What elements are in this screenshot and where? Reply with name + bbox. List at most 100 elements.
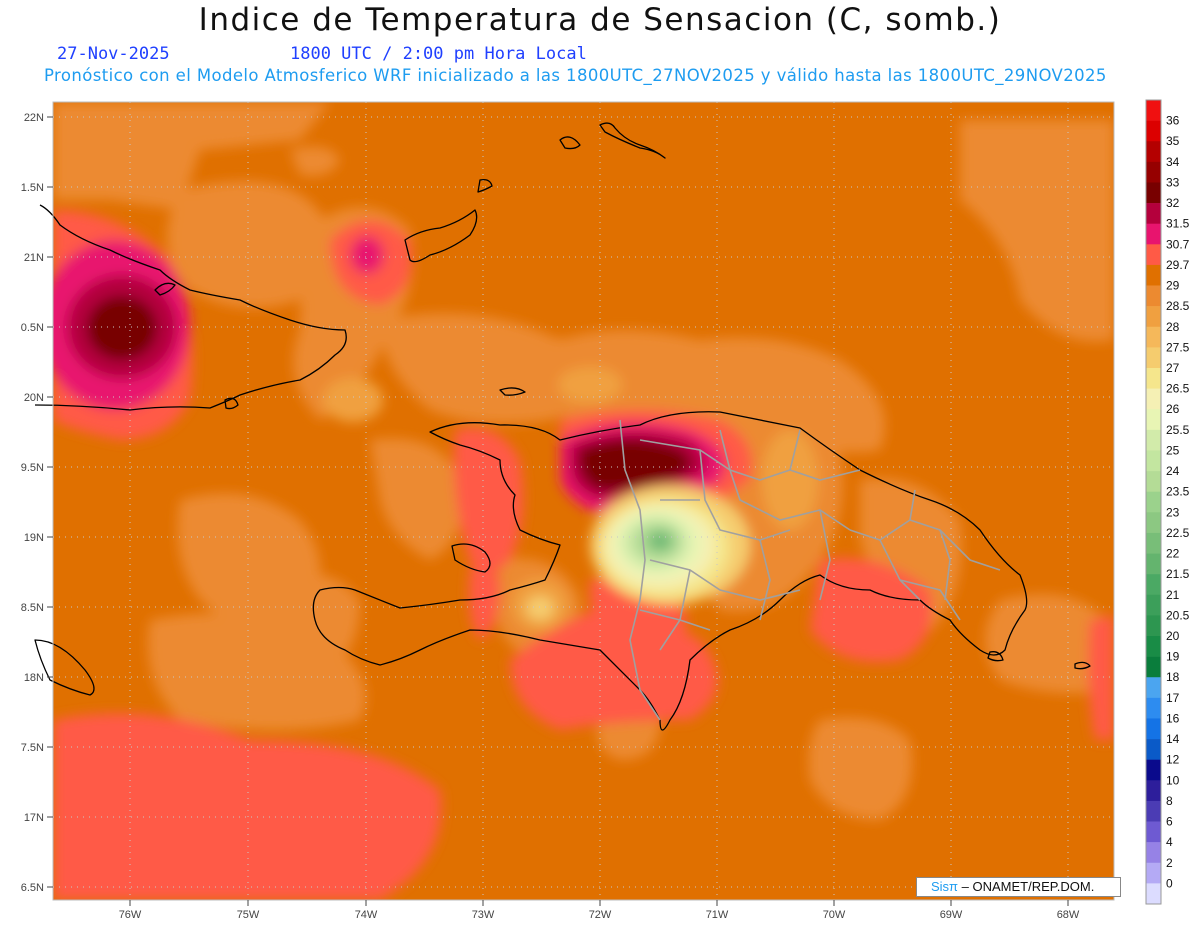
lat-label: 8.5N — [21, 602, 44, 614]
lat-label: 6.5N — [21, 882, 44, 894]
colorbar-swatch — [1146, 677, 1161, 699]
lon-label: 76W — [119, 909, 142, 921]
tick-marks — [47, 116, 1069, 906]
model-description: Pronóstico con el Modelo Atmosferico WRF… — [44, 66, 1107, 85]
colorbar-label: 31.5 — [1166, 217, 1190, 231]
colorbar-frame — [1145, 99, 1162, 905]
colorbar-label: 8 — [1166, 794, 1173, 808]
forecast-date: 27-Nov-2025 — [57, 44, 170, 64]
colorbar-label: 27.5 — [1166, 340, 1190, 354]
lat-label: 17N — [24, 812, 44, 824]
colorbar: 363534333231.530.729.72928.52827.52726.5… — [1145, 99, 1190, 905]
colorbar-label: 26 — [1166, 402, 1180, 416]
colorbar-label: 16 — [1166, 711, 1180, 725]
colorbar-swatch — [1146, 264, 1161, 286]
colorbar-swatch — [1146, 471, 1161, 492]
lon-label: 71W — [706, 909, 729, 921]
lat-label: 19N — [24, 532, 44, 544]
lon-label: 72W — [589, 909, 612, 921]
lat-label: 9.5N — [21, 462, 44, 474]
colorbar-label: 35 — [1166, 134, 1180, 148]
lon-label: 73W — [472, 909, 495, 921]
colorbar-swatch — [1146, 285, 1161, 307]
colorbar-swatch — [1146, 223, 1161, 245]
colorbar-label: 17 — [1166, 691, 1180, 705]
colorbar-swatch — [1146, 780, 1161, 802]
colorbar-label: 21 — [1166, 588, 1180, 602]
colorbar-swatch — [1146, 800, 1161, 822]
colorbar-label: 29.7 — [1166, 258, 1190, 272]
colorbar-label: 10 — [1166, 773, 1180, 787]
colorbar-swatch — [1146, 656, 1161, 678]
credit-box: Sisπ – ONAMET/REP.DOM. — [916, 877, 1121, 897]
colorbar-swatch — [1146, 512, 1161, 534]
colorbar-swatch — [1146, 244, 1161, 266]
lat-label: 18N — [24, 672, 44, 684]
colorbar-label: 33 — [1166, 175, 1180, 189]
lon-label: 70W — [823, 909, 846, 921]
forecast-time: 1800 UTC / 2:00 pm Hora Local — [290, 44, 587, 64]
lat-label: 22N — [24, 112, 44, 124]
colorbar-label: 2 — [1166, 856, 1173, 870]
colorbar-swatch — [1146, 161, 1161, 183]
colorbar-swatch — [1146, 697, 1161, 719]
colorbar-label: 34 — [1166, 155, 1180, 169]
province-borders — [619, 419, 1001, 721]
colorbar-swatch — [1146, 429, 1161, 451]
lat-labels: 22N 1.5N 21N 0.5N 20N 9.5N 19N 8.5N 18N … — [21, 112, 44, 894]
cuba-coast — [34, 204, 347, 411]
colorbar-swatch — [1146, 306, 1161, 328]
colorbar-swatch — [1146, 347, 1161, 369]
colorbar-label: 20.5 — [1166, 608, 1190, 622]
coastlines — [34, 122, 1091, 731]
colorbar-label: 0 — [1166, 876, 1173, 890]
lat-label: 0.5N — [21, 322, 44, 334]
map-title: Indice de Temperatura de Sensacion (C, s… — [198, 2, 1002, 38]
colorbar-swatch — [1146, 450, 1161, 472]
heat-index-field — [53, 102, 1114, 900]
colorbar-label: 36 — [1166, 114, 1180, 128]
lon-label: 75W — [237, 909, 260, 921]
colorbar-swatch — [1146, 718, 1161, 740]
colorbar-swatch — [1146, 141, 1161, 163]
plot-frame — [52, 101, 1115, 901]
colorbar-label: 23 — [1166, 505, 1180, 519]
colorbar-swatch — [1146, 842, 1161, 864]
colorbar-label: 12 — [1166, 753, 1180, 767]
colorbar-swatch — [1146, 883, 1161, 905]
lon-label: 68W — [1057, 909, 1080, 921]
colorbar-swatch — [1146, 759, 1161, 781]
colorbar-label: 14 — [1166, 732, 1180, 746]
colorbar-label: 30.7 — [1166, 237, 1190, 251]
colorbar-label: 32 — [1166, 196, 1180, 210]
colorbar-label: 19 — [1166, 650, 1180, 664]
colorbar-label: 21.5 — [1166, 567, 1190, 581]
colorbar-label: 27 — [1166, 361, 1180, 375]
colorbar-swatch — [1146, 368, 1161, 389]
colorbar-label: 6 — [1166, 815, 1173, 829]
colorbar-swatch — [1146, 532, 1161, 554]
colorbar-label: 25 — [1166, 443, 1180, 457]
colorbar-label: 28 — [1166, 320, 1180, 334]
colorbar-swatch — [1146, 821, 1161, 843]
colorbar-swatch — [1146, 615, 1161, 637]
lon-label: 69W — [940, 909, 963, 921]
lon-labels: 76W 75W 74W 73W 72W 71W 70W 69W 68W — [119, 909, 1080, 921]
hispaniola-coast — [312, 411, 1028, 731]
colorbar-swatch — [1146, 491, 1161, 513]
colorbar-label: 22.5 — [1166, 526, 1190, 540]
lat-label: 7.5N — [21, 742, 44, 754]
colorbar-swatch — [1146, 409, 1161, 431]
lon-label: 74W — [355, 909, 378, 921]
graticule — [53, 102, 1114, 900]
colorbar-swatch — [1146, 574, 1161, 596]
colorbar-swatch — [1146, 182, 1161, 204]
lat-label: 21N — [24, 252, 44, 264]
colorbar-swatch — [1146, 594, 1161, 616]
colorbar-label: 22 — [1166, 547, 1180, 561]
lat-label: 20N — [24, 392, 44, 404]
lat-label: 1.5N — [21, 182, 44, 194]
colorbar-swatch — [1146, 739, 1161, 760]
colorbar-label: 25.5 — [1166, 423, 1190, 437]
